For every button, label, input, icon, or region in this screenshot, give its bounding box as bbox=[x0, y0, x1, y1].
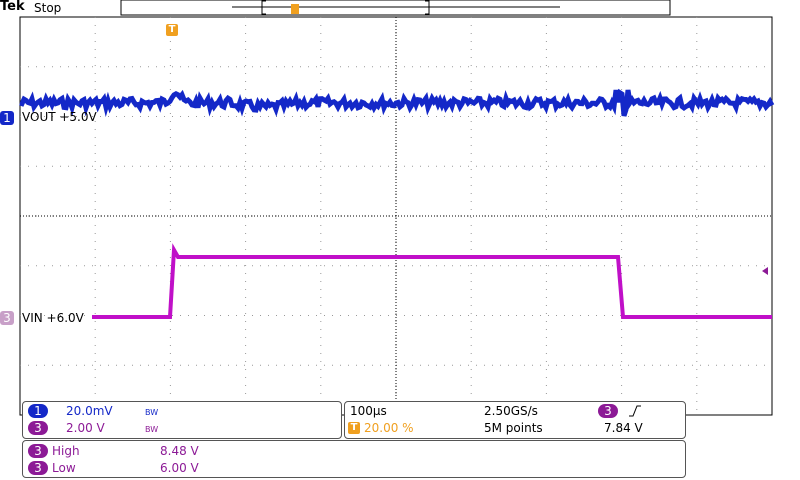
timebase: 100µs bbox=[350, 404, 387, 418]
measure-value: 6.00 V bbox=[160, 461, 199, 475]
channel-badge: 1 bbox=[28, 404, 48, 418]
channel-label: VOUT +5.0V bbox=[22, 110, 97, 124]
brand: Tek bbox=[0, 0, 25, 14]
bandwidth: BW bbox=[145, 425, 159, 434]
record-window bbox=[261, 0, 430, 15]
channel-badge: 3 bbox=[28, 421, 48, 435]
trigger-marker: T bbox=[166, 24, 178, 36]
record-trigger bbox=[291, 4, 299, 14]
trigger-level: 7.84 V bbox=[604, 421, 643, 435]
measure-source: 3 bbox=[28, 461, 48, 475]
channel-label: VIN +6.0V bbox=[22, 311, 84, 325]
measure-name: High bbox=[52, 444, 80, 458]
trigger-position-marker: T bbox=[348, 422, 360, 434]
status: Stop bbox=[34, 1, 62, 15]
slope-icon bbox=[629, 405, 641, 417]
vout-trace bbox=[19, 88, 775, 118]
vertical-scale: 20.0mV bbox=[66, 404, 113, 418]
channel-marker: 1 bbox=[0, 111, 14, 125]
measurement-panel bbox=[22, 440, 686, 478]
channel-marker: 3 bbox=[0, 311, 14, 325]
bandwidth: BW bbox=[145, 408, 159, 417]
sample-rate: 2.50GS/s bbox=[484, 404, 538, 418]
record-length: 5M points bbox=[484, 421, 543, 435]
trigger-position: 20.00 % bbox=[364, 421, 414, 435]
measure-source: 3 bbox=[28, 444, 48, 458]
measure-value: 8.48 V bbox=[160, 444, 199, 458]
horizontal-panel bbox=[344, 401, 686, 439]
vertical-scale: 2.00 V bbox=[66, 421, 105, 435]
measure-name: Low bbox=[52, 461, 76, 475]
vertical-panel bbox=[22, 401, 342, 439]
trigger-level-arrow bbox=[762, 267, 768, 275]
vin-trace bbox=[92, 243, 772, 319]
trigger-source: 3 bbox=[598, 404, 618, 418]
